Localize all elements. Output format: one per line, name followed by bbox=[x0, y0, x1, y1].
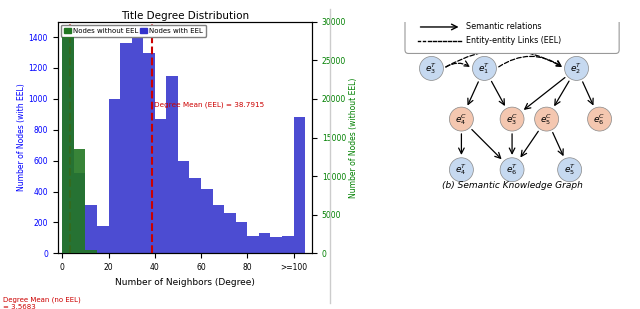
Bar bbox=[201, 189, 212, 253]
Bar bbox=[166, 76, 178, 253]
Text: $e_2^T$: $e_2^T$ bbox=[570, 61, 582, 76]
Circle shape bbox=[588, 107, 612, 131]
Bar bbox=[97, 226, 109, 253]
Text: (b) Semantic Knowledge Graph: (b) Semantic Knowledge Graph bbox=[442, 181, 582, 190]
Bar bbox=[212, 205, 224, 253]
Circle shape bbox=[419, 57, 444, 80]
Text: $e_5^T$: $e_5^T$ bbox=[563, 162, 576, 177]
Text: Degree Mean (EEL) = 38.7915: Degree Mean (EEL) = 38.7915 bbox=[154, 102, 264, 108]
FancyBboxPatch shape bbox=[405, 12, 619, 53]
Bar bbox=[294, 117, 305, 253]
Bar bbox=[62, 37, 74, 253]
Circle shape bbox=[564, 57, 589, 80]
X-axis label: Number of Neighbors (Degree): Number of Neighbors (Degree) bbox=[115, 278, 255, 287]
Text: Entity-entity Links (EEL): Entity-entity Links (EEL) bbox=[466, 36, 561, 45]
Bar bbox=[74, 173, 85, 253]
Y-axis label: Number of Nodes (without EEL): Number of Nodes (without EEL) bbox=[349, 77, 358, 198]
Text: $e_3^T$: $e_3^T$ bbox=[426, 61, 438, 76]
Bar bbox=[74, 149, 85, 253]
Circle shape bbox=[534, 107, 559, 131]
Bar bbox=[271, 237, 282, 253]
Bar bbox=[247, 235, 259, 253]
Text: Semantic relations: Semantic relations bbox=[466, 23, 541, 32]
Bar bbox=[178, 161, 189, 253]
Bar bbox=[155, 119, 166, 253]
Circle shape bbox=[472, 57, 497, 80]
Bar bbox=[282, 236, 294, 253]
Bar bbox=[132, 36, 143, 253]
Text: $e_6^C$: $e_6^C$ bbox=[593, 112, 605, 127]
Text: $e_1^T$: $e_1^T$ bbox=[478, 61, 491, 76]
Bar bbox=[189, 178, 201, 253]
Text: $e_4^C$: $e_4^C$ bbox=[455, 112, 468, 127]
Text: $e_3^C$: $e_3^C$ bbox=[506, 112, 518, 127]
Circle shape bbox=[449, 107, 474, 131]
Text: $e_5^C$: $e_5^C$ bbox=[540, 112, 553, 127]
Text: Degree Mean (no EEL)
= 3.5683: Degree Mean (no EEL) = 3.5683 bbox=[3, 297, 81, 309]
Circle shape bbox=[557, 158, 582, 182]
Bar bbox=[85, 250, 97, 253]
Text: $e_6^T$: $e_6^T$ bbox=[506, 162, 518, 177]
Y-axis label: Number of Nodes (with EEL): Number of Nodes (with EEL) bbox=[17, 84, 26, 191]
Bar bbox=[224, 213, 236, 253]
Bar bbox=[109, 99, 120, 253]
Circle shape bbox=[500, 107, 524, 131]
Bar bbox=[120, 43, 132, 253]
Circle shape bbox=[500, 158, 524, 182]
Bar bbox=[62, 32, 74, 253]
Circle shape bbox=[449, 158, 474, 182]
Bar bbox=[236, 222, 247, 253]
Bar bbox=[143, 53, 155, 253]
Legend: Nodes without EEL, Nodes with EEL: Nodes without EEL, Nodes with EEL bbox=[61, 25, 206, 37]
Text: $e_4^T$: $e_4^T$ bbox=[455, 162, 468, 177]
Bar bbox=[259, 232, 271, 253]
Title: Title Degree Distribution: Title Degree Distribution bbox=[121, 11, 249, 21]
Bar bbox=[85, 205, 97, 253]
